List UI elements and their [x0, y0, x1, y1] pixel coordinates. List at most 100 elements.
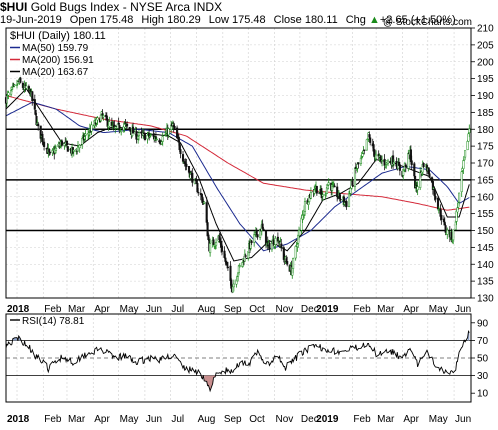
- y-tick-label: 135: [477, 277, 494, 288]
- price-candle: [10, 90, 13, 95]
- price-candle: [131, 126, 135, 134]
- ma50-line: [5, 101, 470, 252]
- price-candle: [230, 279, 233, 289]
- y-tick-label: 205: [477, 40, 494, 51]
- x-tick-label: Oct: [249, 304, 265, 315]
- chg-value: +2.65 (+1.50%): [379, 14, 456, 26]
- price-candle: [292, 258, 295, 269]
- y-tick-label: 140: [477, 260, 494, 271]
- quote-date: 19-Jun-2019: [0, 14, 62, 26]
- rsi-y-tick-label: 70: [477, 336, 489, 347]
- price-candle: [309, 192, 312, 199]
- price-candle: [303, 201, 307, 212]
- rsi-y-tick-label: 90: [477, 318, 489, 329]
- price-candle: [422, 163, 425, 168]
- rsi-x-tick-label: Feb: [44, 414, 62, 425]
- x-tick-label: Apr: [403, 304, 419, 315]
- y-tick-label: 130: [477, 294, 494, 305]
- close-label: Close: [273, 14, 302, 26]
- price-candle: [41, 133, 44, 142]
- price-candle: [191, 172, 194, 183]
- price-candle: [383, 158, 386, 166]
- price-candle: [177, 136, 180, 143]
- high-label: High: [141, 14, 165, 26]
- x-tick-label: 2018: [7, 304, 30, 315]
- main-support-resistance-lines: [6, 128, 471, 232]
- y-tick-label: 175: [477, 142, 494, 153]
- rsi-x-tick-label: Dec: [301, 414, 319, 425]
- quote-summary: 19-Jun-2019 Open 175.48 High 180.29 Low 175…: [0, 14, 456, 26]
- price-candle: [7, 92, 10, 96]
- price-candle: [13, 84, 16, 86]
- price-candle: [446, 229, 449, 235]
- legend-label: MA(20) 163.67: [22, 67, 89, 78]
- x-tick-label: Mar: [377, 304, 395, 315]
- price-candle: [404, 164, 407, 168]
- price-candle: [256, 234, 259, 238]
- price-candle: [462, 160, 465, 169]
- price-candle: [179, 149, 182, 154]
- y-tick-label: 165: [477, 175, 494, 186]
- high-value: 180.29: [167, 14, 201, 26]
- y-tick-label: 150: [477, 226, 494, 237]
- rsi-x-tick-label: Mar: [68, 414, 86, 425]
- x-tick-label: Apr: [94, 304, 110, 315]
- price-candle: [78, 144, 81, 149]
- price-candle: [373, 149, 376, 158]
- price-candle: [339, 198, 342, 201]
- legend-label: MA(50) 159.79: [22, 43, 89, 54]
- price-candle: [369, 137, 372, 143]
- price-candle: [238, 265, 241, 267]
- y-tick-label: 195: [477, 74, 494, 85]
- price-candle: [321, 194, 324, 197]
- rsi-x-axis: 2018 Feb Mar Apr May Jun Jul Aug Sep Oct Nov Dec201…: [7, 414, 471, 425]
- price-candle: [443, 221, 446, 226]
- price-candle: [48, 149, 51, 153]
- price-candle: [96, 117, 99, 121]
- y-tick-label: 190: [477, 91, 494, 102]
- price-candle: [468, 128, 471, 133]
- price-candle: [197, 191, 200, 194]
- rsi-y-tick-label: 50: [477, 354, 489, 365]
- price-candle: [196, 183, 199, 193]
- price-candle: [114, 126, 117, 129]
- rsi-oversold-fill: [204, 375, 216, 391]
- price-candle: [315, 185, 318, 194]
- price-candle: [333, 185, 336, 188]
- price-candle: [466, 141, 469, 151]
- copyright: @ StockCharts.com: [382, 17, 472, 28]
- x-tick-label: Feb: [44, 304, 62, 315]
- price-candle: [270, 242, 274, 250]
- price-candle: [66, 146, 69, 152]
- price-candle: [81, 138, 84, 145]
- price-candle: [137, 132, 141, 137]
- price-candle: [215, 242, 218, 246]
- rsi-x-tick-label: Sep: [224, 414, 242, 425]
- rsi-x-tick-label: Apr: [403, 414, 419, 425]
- price-candle: [37, 123, 40, 127]
- price-candle: [118, 125, 121, 131]
- rsi-x-tick-label: Apr: [94, 414, 110, 425]
- x-tick-label: May: [120, 304, 139, 315]
- price-candle: [33, 99, 36, 110]
- price-candle: [386, 160, 390, 165]
- price-candle: [143, 133, 146, 141]
- price-candle: [255, 229, 258, 236]
- rsi-x-tick-label: May: [429, 414, 448, 425]
- price-candle: [452, 229, 455, 241]
- x-tick-label: Mar: [68, 304, 86, 315]
- price-candle: [149, 134, 152, 136]
- price-candle: [129, 129, 132, 132]
- price-candle: [181, 154, 185, 162]
- open-value: 175.48: [99, 14, 134, 26]
- price-candle: [436, 197, 440, 210]
- price-candle: [444, 225, 447, 233]
- price-candle: [167, 128, 170, 136]
- rsi-x-tick-label: Jun: [455, 414, 471, 425]
- price-candle: [60, 140, 63, 146]
- price-candle: [34, 109, 37, 115]
- rsi-x-tick-label: May: [120, 414, 139, 425]
- low-label: Low: [208, 14, 229, 26]
- rsi-x-tick-label: 2019: [316, 414, 339, 425]
- ma200-line: [5, 95, 470, 211]
